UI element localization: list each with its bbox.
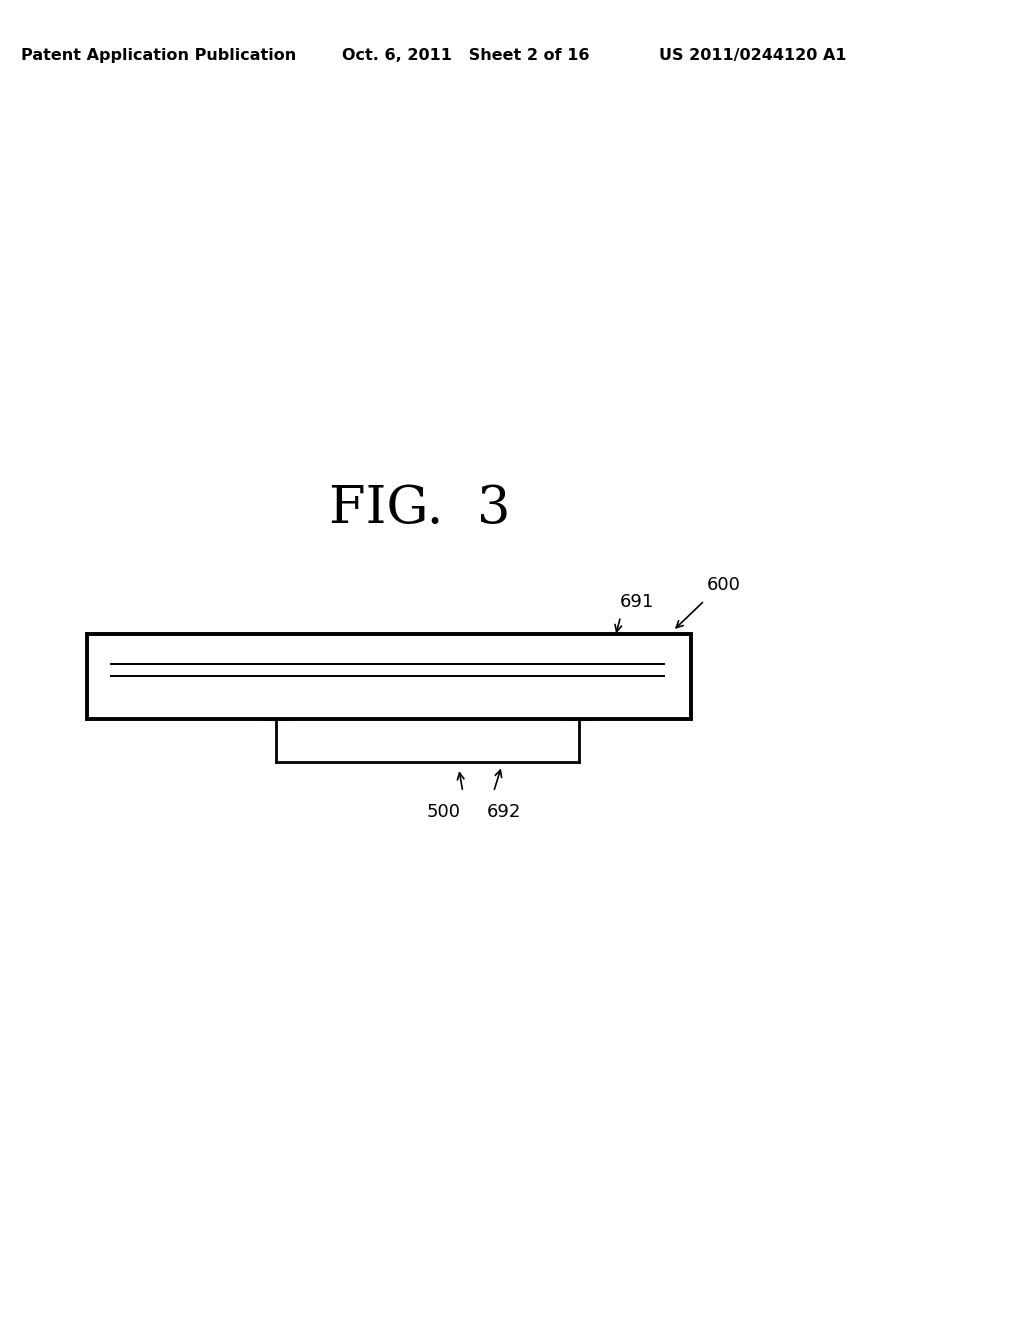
Text: 600: 600	[707, 576, 740, 594]
Bar	[87, 634, 691, 719]
Text: Oct. 6, 2011   Sheet 2 of 16: Oct. 6, 2011 Sheet 2 of 16	[342, 48, 590, 63]
Text: FIG.  3: FIG. 3	[329, 483, 511, 533]
Text: US 2011/0244120 A1: US 2011/0244120 A1	[658, 48, 847, 63]
Text: 692: 692	[486, 803, 521, 821]
Text: 500: 500	[427, 803, 461, 821]
Text: Patent Application Publication: Patent Application Publication	[22, 48, 296, 63]
Text: 691: 691	[620, 593, 653, 611]
